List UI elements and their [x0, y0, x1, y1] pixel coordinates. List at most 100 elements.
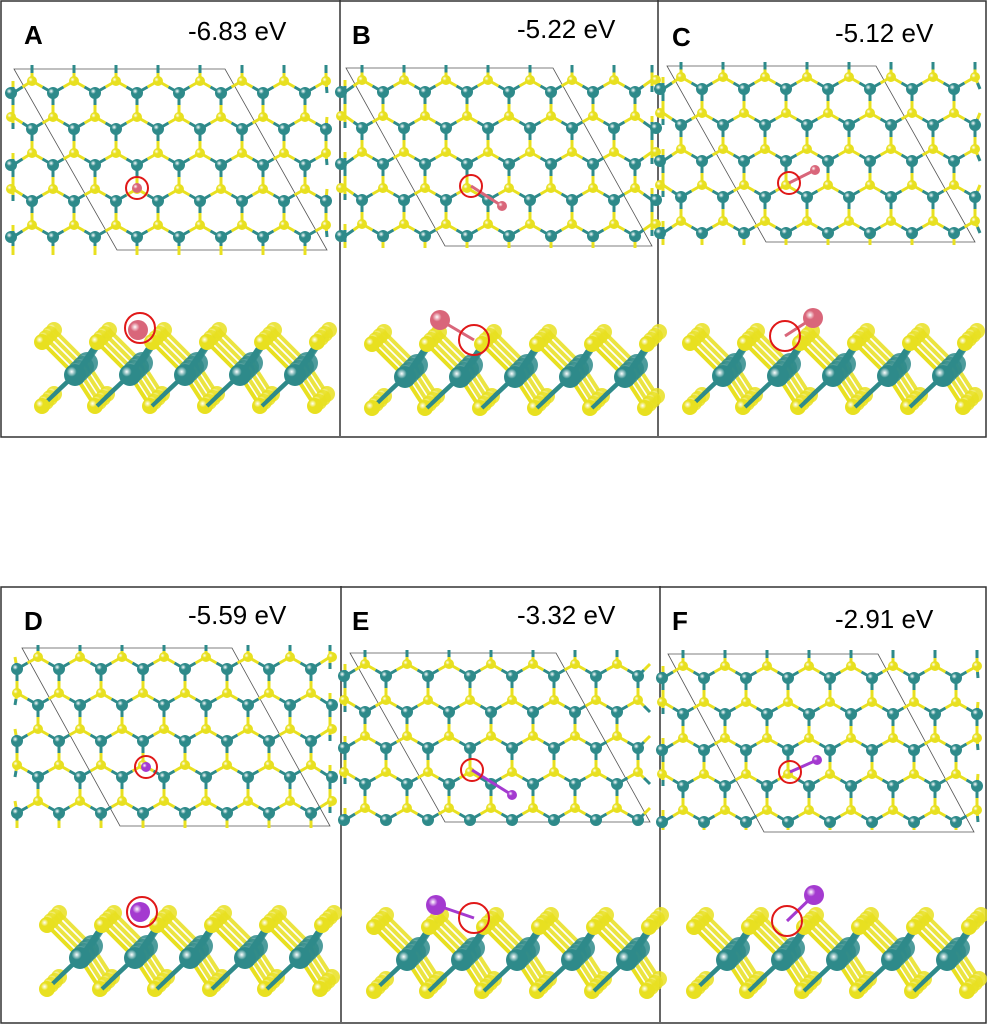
metal-atom — [864, 83, 876, 95]
metal-atom — [614, 366, 636, 388]
chalcogen-atom — [75, 652, 85, 662]
chalcogen-atom — [39, 981, 55, 997]
metal-atom — [824, 744, 836, 756]
metal-atom — [482, 122, 494, 134]
adsorbate-atom — [132, 183, 142, 193]
chalcogen-atom — [906, 919, 922, 935]
chalcogen-atom — [174, 184, 184, 194]
metal-atom — [611, 778, 623, 790]
metal-atom — [719, 708, 731, 720]
chalcogen-atom — [243, 796, 253, 806]
chalcogen-atom — [360, 659, 370, 669]
chalcogen-atom — [201, 796, 211, 806]
side-view — [34, 312, 337, 414]
metal-atom — [396, 949, 418, 971]
chalcogen-atom — [483, 219, 493, 229]
metal-atom — [263, 663, 275, 675]
chalcogen-atom — [657, 697, 667, 707]
chalcogen-atom — [609, 75, 619, 85]
chalcogen-atom — [423, 695, 433, 705]
chalcogen-atom — [972, 805, 982, 815]
metal-atom — [482, 194, 494, 206]
chalcogen-atom — [180, 688, 190, 698]
chalcogen-atom — [89, 334, 105, 350]
chalcogen-atom — [381, 767, 391, 777]
metal-atom — [124, 947, 146, 969]
chalcogen-atom — [48, 184, 58, 194]
chalcogen-atom — [546, 183, 556, 193]
adsorbate-atom — [804, 885, 824, 905]
bond — [976, 184, 982, 192]
metal-atom — [864, 155, 876, 167]
chalcogen-atom — [867, 697, 877, 707]
chalcogen-atom — [525, 75, 535, 85]
metal-atom — [380, 670, 392, 682]
metal-atom — [137, 807, 149, 819]
chalcogen-atom — [364, 400, 380, 416]
metal-atom — [338, 814, 350, 826]
chalcogen-atom — [888, 805, 898, 815]
chalcogen-atom — [507, 695, 517, 705]
chalcogen-atom — [591, 695, 601, 705]
metal-atom — [654, 155, 666, 167]
chalcogen-atom — [33, 724, 43, 734]
metal-atom — [569, 778, 581, 790]
chalcogen-atom — [33, 796, 43, 806]
chalcogen-atom — [909, 697, 919, 707]
chalcogen-atom — [760, 144, 770, 154]
metal-atom — [717, 191, 729, 203]
chalcogen-atom — [462, 183, 472, 193]
metal-atom — [422, 742, 434, 754]
adsorbate-atom — [130, 902, 150, 922]
chalcogen-atom — [783, 697, 793, 707]
metal-atom — [263, 807, 275, 819]
chalcogen-atom — [630, 111, 640, 121]
metal-atom — [632, 742, 644, 754]
chalcogen-atom — [34, 334, 50, 350]
metal-atom — [461, 230, 473, 242]
metal-atom — [305, 807, 317, 819]
chalcogen-atom — [339, 695, 349, 705]
metal-atom — [152, 123, 164, 135]
metal-atom — [64, 364, 86, 386]
bond — [642, 734, 652, 744]
metal-atom — [221, 663, 233, 675]
metal-atom — [305, 735, 317, 747]
chalcogen-atom — [399, 219, 409, 229]
metal-atom — [299, 231, 311, 243]
chalcogen-atom — [378, 183, 388, 193]
adsorbate-bond — [470, 184, 503, 208]
metal-atom — [221, 807, 233, 819]
highlight-circle — [125, 176, 149, 200]
chalcogen-atom — [69, 148, 79, 158]
chalcogen-atom — [258, 184, 268, 194]
chalcogen-atom — [48, 112, 58, 122]
panel-energy-c: -5.12 eV — [835, 18, 934, 48]
chalcogen-atom — [201, 724, 211, 734]
chalcogen-atom — [804, 733, 814, 743]
metal-atom — [885, 119, 897, 131]
chalcogen-atom — [888, 661, 898, 671]
adsorbate-atom — [430, 310, 450, 330]
chalcogen-atom — [865, 108, 875, 118]
chalcogen-atom — [637, 400, 653, 416]
metal-atom — [524, 122, 536, 134]
chalcogen-atom — [327, 796, 337, 806]
metal-atom — [215, 231, 227, 243]
metal-atom — [179, 663, 191, 675]
chalcogen-atom — [655, 108, 665, 118]
chalcogen-atom — [699, 769, 709, 779]
chalcogen-atom — [586, 919, 602, 935]
metal-atom — [137, 663, 149, 675]
chalcogen-atom — [549, 767, 559, 777]
metal-atom — [545, 86, 557, 98]
chalcogen-atom — [507, 767, 517, 777]
chalcogen-atom — [423, 767, 433, 777]
metal-atom — [263, 735, 275, 747]
chalcogen-atom — [678, 805, 688, 815]
chalcogen-atom — [678, 661, 688, 671]
chalcogen-atom — [54, 760, 64, 770]
metal-atom — [824, 816, 836, 828]
panel-label-b: B — [352, 20, 371, 50]
side-view — [364, 310, 667, 416]
